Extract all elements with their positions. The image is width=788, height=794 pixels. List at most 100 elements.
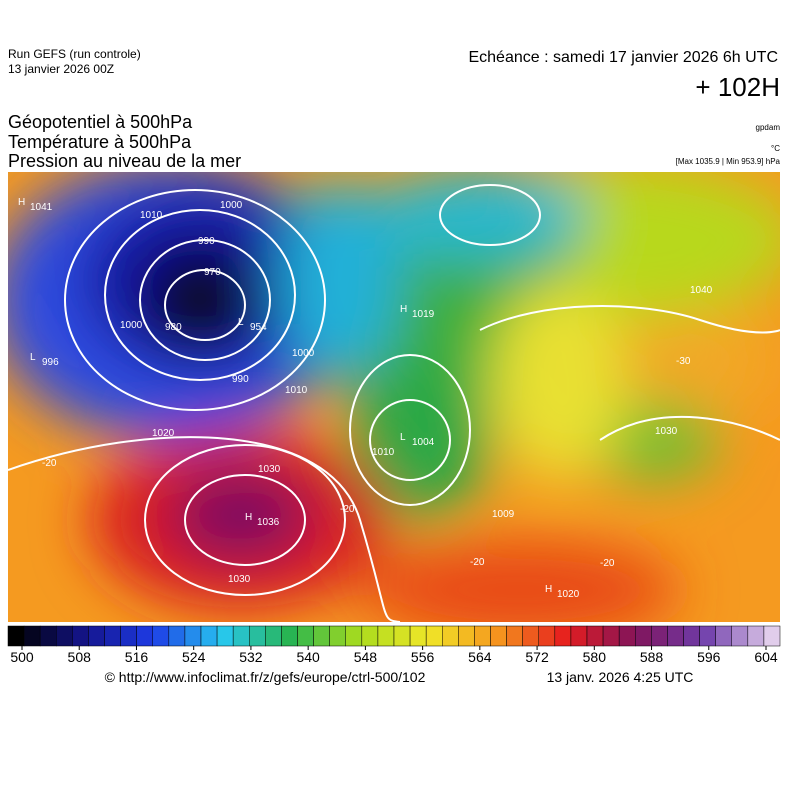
center-letter: H: [400, 304, 407, 315]
scale-swatch: [602, 625, 620, 647]
contour-label: 1010: [285, 385, 308, 396]
echeance: Echéance : samedi 17 janvier 2026 6h UTC: [468, 49, 778, 66]
scale-swatch: [715, 625, 733, 647]
scale-label: 596: [697, 649, 721, 665]
center-value: 1019: [412, 309, 435, 320]
scale-swatch: [313, 625, 330, 647]
contour-label: -30: [676, 356, 691, 367]
scale-label: 532: [239, 649, 263, 665]
contour-label: 990: [232, 374, 249, 385]
scale-swatch: [506, 625, 523, 647]
scale-label: 540: [296, 649, 320, 665]
scale-swatch: [747, 625, 765, 647]
contour-label: 1000: [292, 348, 315, 359]
scale-swatch: [699, 625, 716, 647]
scale-swatch: [731, 625, 749, 647]
run: Run GEFS (run controle): [8, 47, 141, 61]
contour-label: 1030: [228, 574, 251, 585]
scale-swatch: [281, 625, 298, 647]
contour-label: 1009: [492, 509, 515, 520]
scale-swatch: [425, 625, 443, 647]
center-letter: H: [18, 197, 25, 208]
field: Géopotentiel à 500hPa: [8, 112, 193, 132]
contour-label: 1010: [140, 210, 163, 221]
contour-label: 1020: [152, 428, 175, 439]
scale-label: 580: [583, 649, 607, 665]
scale-swatch: [200, 625, 218, 647]
scale-swatch: [297, 625, 314, 647]
scale-swatch: [120, 625, 137, 647]
contour-label: -20: [600, 558, 615, 569]
center-value: 1020: [557, 589, 580, 600]
scale-swatch: [667, 625, 684, 647]
scale-label: 572: [525, 649, 549, 665]
scale-label: 604: [754, 649, 778, 665]
contour-label: 1000: [120, 320, 143, 331]
scale-label: 508: [68, 649, 92, 665]
scale-label: 516: [125, 649, 149, 665]
scale-swatch: [345, 625, 363, 647]
scale-swatch: [88, 625, 105, 647]
scale-swatch: [409, 625, 427, 647]
scale-swatch: [554, 625, 572, 647]
center-letter: L: [400, 432, 406, 443]
contour-label: 1000: [220, 200, 243, 211]
scale-swatch: [72, 625, 89, 647]
scale-swatch: [377, 625, 395, 647]
scale-swatch: [39, 625, 57, 647]
center-letter: H: [245, 512, 252, 523]
scale-swatch: [216, 625, 234, 647]
scale-label: 556: [411, 649, 435, 665]
scale-swatch: [763, 625, 781, 647]
scale-swatch: [136, 625, 154, 647]
scale-swatch: [329, 625, 346, 647]
center-letter: L: [30, 352, 36, 363]
scale-swatch: [232, 625, 250, 647]
scale-swatch: [393, 625, 411, 647]
scale-swatch: [635, 625, 652, 647]
field: Température à 500hPa: [8, 132, 192, 152]
scale-swatch: [586, 625, 604, 647]
scale-swatch: [104, 625, 121, 647]
scale-swatch: [651, 625, 668, 647]
scale-swatch: [152, 625, 170, 647]
scale-swatch: [56, 625, 73, 647]
map: [8, 172, 780, 622]
center-letter: H: [545, 584, 552, 595]
run-date: 13 janvier 2026 00Z: [8, 62, 114, 76]
scale-swatch: [490, 625, 507, 647]
scale-swatch: [265, 625, 282, 647]
center-value: 954: [250, 322, 267, 333]
scale-swatch: [538, 625, 556, 647]
scale-swatch: [7, 625, 25, 647]
center-value: 1036: [257, 517, 280, 528]
center-letter: L: [238, 317, 244, 328]
contour-label: 980: [165, 322, 182, 333]
scale-swatch: [249, 625, 266, 647]
contour-label: 990: [198, 236, 215, 247]
contour-label: -20: [42, 458, 57, 469]
footer-issued: 13 janv. 2026 4:25 UTC: [547, 669, 694, 685]
center-value: 1004: [412, 437, 435, 448]
scale-swatch: [618, 625, 636, 647]
contour-label: -20: [340, 504, 355, 515]
scale-label: 500: [10, 649, 34, 665]
contour-label: 1010: [372, 447, 395, 458]
scale-swatch: [522, 625, 540, 647]
scale-swatch: [474, 625, 491, 647]
scale-swatch: [184, 625, 202, 647]
field: Pression au niveau de la mer: [8, 151, 241, 171]
unit: [Max 1035.9 | Min 953.9] hPa: [676, 157, 781, 166]
scale-swatch: [23, 625, 41, 647]
center-value: 996: [42, 357, 59, 368]
contour-label: 1040: [690, 285, 713, 296]
scale-swatch: [570, 625, 588, 647]
contour-label: 970: [204, 267, 221, 278]
unit: °C: [771, 144, 780, 153]
scale-swatch: [361, 625, 379, 647]
contour-label: 1030: [258, 464, 281, 475]
contour-label: 1030: [655, 426, 678, 437]
contour-label: -20: [470, 557, 485, 568]
scale-swatch: [458, 625, 475, 647]
